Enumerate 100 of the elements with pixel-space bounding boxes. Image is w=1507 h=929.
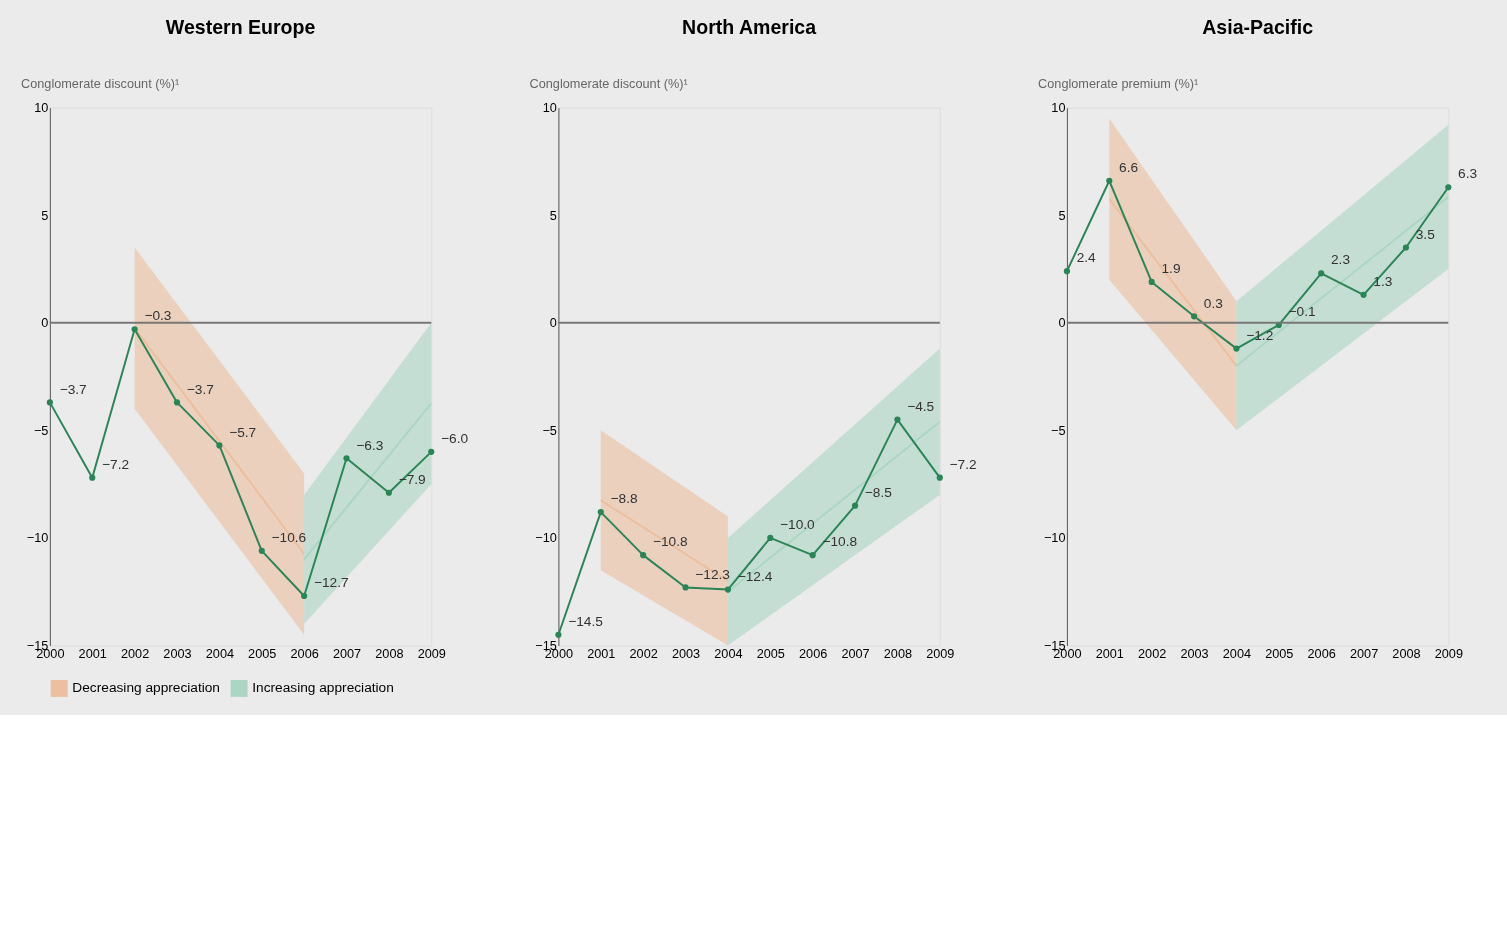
point	[1190, 313, 1198, 320]
data-label: −6.3	[356, 437, 384, 453]
x-tick-label: 2005	[248, 645, 277, 661]
y-tick-label: 5	[1058, 207, 1066, 223]
point	[767, 534, 774, 542]
point	[301, 592, 308, 600]
point	[89, 474, 96, 481]
y-tick-label: 0	[1058, 315, 1066, 331]
point	[809, 552, 816, 559]
x-tick-label: 2003	[163, 645, 192, 661]
y-tick-label: −10	[26, 530, 49, 546]
point	[1063, 268, 1071, 275]
x-tick-label: 2002	[629, 645, 658, 661]
y-tick-label: −10	[535, 530, 557, 546]
x-tick-label: 2005	[1265, 645, 1294, 661]
data-label: −6.0	[441, 431, 469, 447]
data-label: −12.4	[737, 568, 773, 584]
y-tick-label: −5	[33, 422, 49, 438]
x-tick-label: 2009	[417, 645, 446, 661]
data-label: 1.9	[1161, 261, 1181, 277]
x-tick-label: 2006	[1307, 645, 1336, 661]
point	[1318, 270, 1325, 277]
legend-label: Decreasing appreciation	[72, 680, 220, 696]
data-label: −3.7	[186, 381, 214, 397]
point	[682, 584, 689, 591]
data-label: −0.3	[144, 308, 172, 324]
y-tick-label: −5	[542, 422, 557, 438]
data-label: 2.4	[1076, 250, 1097, 266]
x-tick-label: 2002	[1138, 645, 1167, 661]
point	[640, 552, 647, 559]
y-tick-label: 10	[542, 100, 557, 116]
point	[724, 586, 731, 593]
point	[1445, 184, 1452, 191]
x-tick-label: 2002	[120, 645, 150, 661]
x-tick-label: 2007	[1349, 645, 1379, 661]
y-tick-label: 10	[34, 100, 49, 116]
x-tick-label: 2005	[756, 645, 785, 661]
data-label: −3.7	[59, 381, 87, 397]
data-label: −14.5	[568, 613, 604, 629]
x-tick-label: 2003	[1180, 645, 1209, 661]
data-label: −10.6	[271, 530, 307, 546]
point	[555, 631, 562, 638]
y-tick-label: 10	[1051, 100, 1066, 116]
y-axis-title: Conglomerate discount (%)¹	[529, 75, 688, 91]
point	[173, 399, 181, 406]
data-label: 2.3	[1330, 252, 1351, 268]
x-tick-label: 2001	[587, 645, 616, 661]
point	[1148, 278, 1155, 285]
data-label: 6.3	[1458, 166, 1478, 182]
data-label: 0.3	[1203, 295, 1224, 311]
point	[1233, 345, 1240, 352]
x-tick-label: 2006	[799, 645, 828, 661]
data-label: −12.7	[313, 575, 349, 591]
y-tick-label: −10	[1043, 530, 1066, 546]
x-tick-label: 2008	[1392, 645, 1421, 661]
y-axis-title: Conglomerate discount (%)¹	[21, 75, 180, 91]
data-label: −8.8	[610, 491, 638, 507]
chart-title: North America	[682, 16, 817, 39]
data-label: −8.5	[864, 484, 893, 500]
x-tick-label: 2001	[1095, 645, 1124, 661]
chart-title: Western Europe	[165, 16, 316, 39]
x-tick-label: 2007	[332, 645, 362, 661]
x-tick-label: 2008	[375, 645, 404, 661]
point	[385, 489, 392, 496]
data-label: 1.3	[1373, 274, 1393, 290]
x-tick-label: 2007	[841, 645, 870, 661]
point	[1106, 177, 1113, 184]
point	[428, 448, 435, 455]
data-label: −7.2	[102, 456, 130, 472]
y-tick-label: −5	[1050, 422, 1066, 438]
x-tick-label: 2003	[671, 645, 701, 661]
y-tick-label: 5	[549, 207, 557, 223]
x-tick-label: 2004	[714, 645, 743, 661]
data-label: −10.8	[652, 534, 688, 550]
data-label: 3.5	[1415, 226, 1436, 242]
point	[343, 455, 350, 462]
data-label: −5.7	[229, 424, 257, 440]
x-tick-label: 2008	[883, 645, 913, 661]
y-axis-title: Conglomerate premium (%)¹	[1038, 75, 1199, 91]
point	[936, 474, 943, 481]
y-tick-label: 0	[549, 315, 557, 331]
point	[597, 509, 604, 516]
point	[1360, 291, 1367, 298]
point	[131, 326, 138, 333]
y-tick-label: 5	[41, 207, 49, 223]
data-label: −7.2	[949, 456, 977, 472]
point	[851, 502, 859, 509]
x-tick-label: 2006	[290, 645, 319, 661]
x-tick-label: 2004	[205, 645, 235, 661]
y-tick-label: 0	[41, 315, 49, 331]
point	[258, 547, 265, 554]
point	[894, 416, 901, 423]
point	[1402, 244, 1410, 251]
data-label: −4.5	[907, 398, 935, 414]
data-label: −10.0	[780, 517, 816, 533]
data-label: −10.8	[822, 534, 858, 550]
point	[46, 399, 53, 406]
point	[216, 442, 223, 449]
data-label: 6.6	[1119, 159, 1139, 175]
data-label: −12.3	[695, 566, 731, 582]
